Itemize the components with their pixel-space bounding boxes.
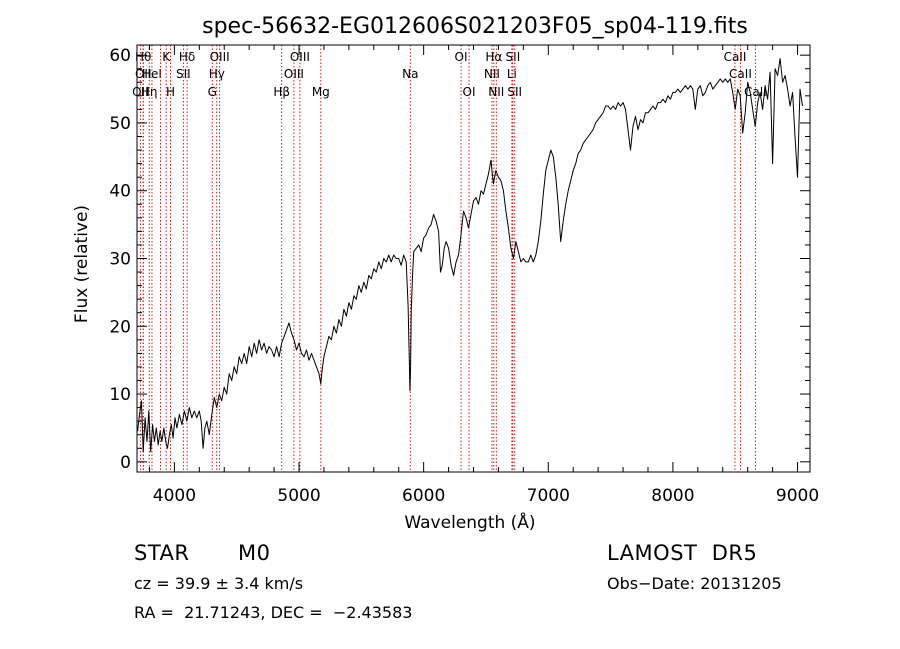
redshift-velocity: cz = 39.9 ± 3.4 km/s	[134, 574, 304, 593]
x-axis-label: Wavelength (Å)	[404, 511, 535, 533]
line-marker-label-4: HeI	[142, 67, 162, 81]
spectral-line-markers: OIIHθOIIHηHeIKHSIIHδGHγOIIIHβOIIIOIIIMgN…	[132, 45, 767, 472]
spectrum-line-layer	[137, 58, 803, 453]
line-marker-label-23: Li	[507, 67, 517, 81]
y-tick-label: 40	[109, 182, 131, 202]
x-tick-label: 6000	[402, 486, 445, 506]
line-marker-label-12: OIII	[210, 50, 230, 64]
x-tick-label: 8000	[651, 486, 694, 506]
line-marker-label-8: SII	[176, 67, 191, 81]
y-tick-label: 50	[109, 114, 131, 134]
spectrum-series-0	[137, 58, 803, 453]
x-tick-label: 4000	[153, 486, 196, 506]
object-subclass: M0	[238, 541, 271, 565]
line-marker-label-13: Hβ	[273, 85, 290, 99]
line-marker-label-7: H	[166, 85, 175, 99]
plot-frame	[136, 44, 811, 473]
x-axis-ticks: 4000 5000 6000 7000 8000 9000	[148, 45, 819, 506]
line-marker-label-15: OIII	[290, 50, 310, 64]
y-tick-label: 60	[109, 46, 131, 66]
line-marker-label-26: CaII	[724, 50, 747, 64]
y-tick-label: 20	[109, 317, 131, 337]
chart-title: spec-56632-EG012606S021203F05_sp04-119.f…	[202, 14, 748, 39]
line-marker-label-2: OII	[135, 67, 152, 81]
line-marker-label-24: SII	[506, 50, 521, 64]
line-marker-label-19: OI	[463, 85, 476, 99]
y-axis-label: Flux (relative)	[72, 205, 92, 323]
line-marker-label-9: Hδ	[179, 50, 195, 64]
line-marker-label-6: K	[162, 50, 171, 64]
x-tick-label: 5000	[277, 486, 320, 506]
sky-coordinates: RA = 21.71243, DEC = −2.43583	[134, 603, 413, 622]
y-axis-ticks: 0 10 20 30 40 50 60	[109, 46, 810, 473]
line-marker-label-27: CaII	[729, 67, 752, 81]
line-marker-label-22: NII	[488, 85, 504, 99]
y-tick-label: 0	[120, 453, 131, 473]
line-marker-label-25: SII	[507, 85, 522, 99]
observation-date: Obs−Date: 20131205	[607, 574, 782, 593]
line-marker-label-18: OI	[455, 50, 468, 64]
y-tick-label: 10	[109, 385, 131, 405]
line-marker-label-10: G	[208, 85, 217, 99]
line-marker-label-16: Mg	[312, 85, 330, 99]
y-tick-label: 30	[109, 250, 131, 270]
object-class: STAR	[134, 541, 190, 565]
line-marker-label-14: OIII	[284, 67, 304, 81]
x-tick-label: 9000	[776, 486, 819, 506]
line-marker-label-11: Hγ	[209, 67, 225, 81]
survey-name: LAMOST DR5	[607, 541, 758, 565]
line-marker-label-20: NII	[484, 67, 500, 81]
line-marker-label-17: Na	[402, 67, 418, 81]
line-marker-label-0: OII	[132, 85, 149, 99]
line-marker-label-21: Hα	[485, 50, 502, 64]
x-tick-label: 7000	[527, 486, 570, 506]
line-marker-label-3: Hη	[141, 85, 158, 99]
